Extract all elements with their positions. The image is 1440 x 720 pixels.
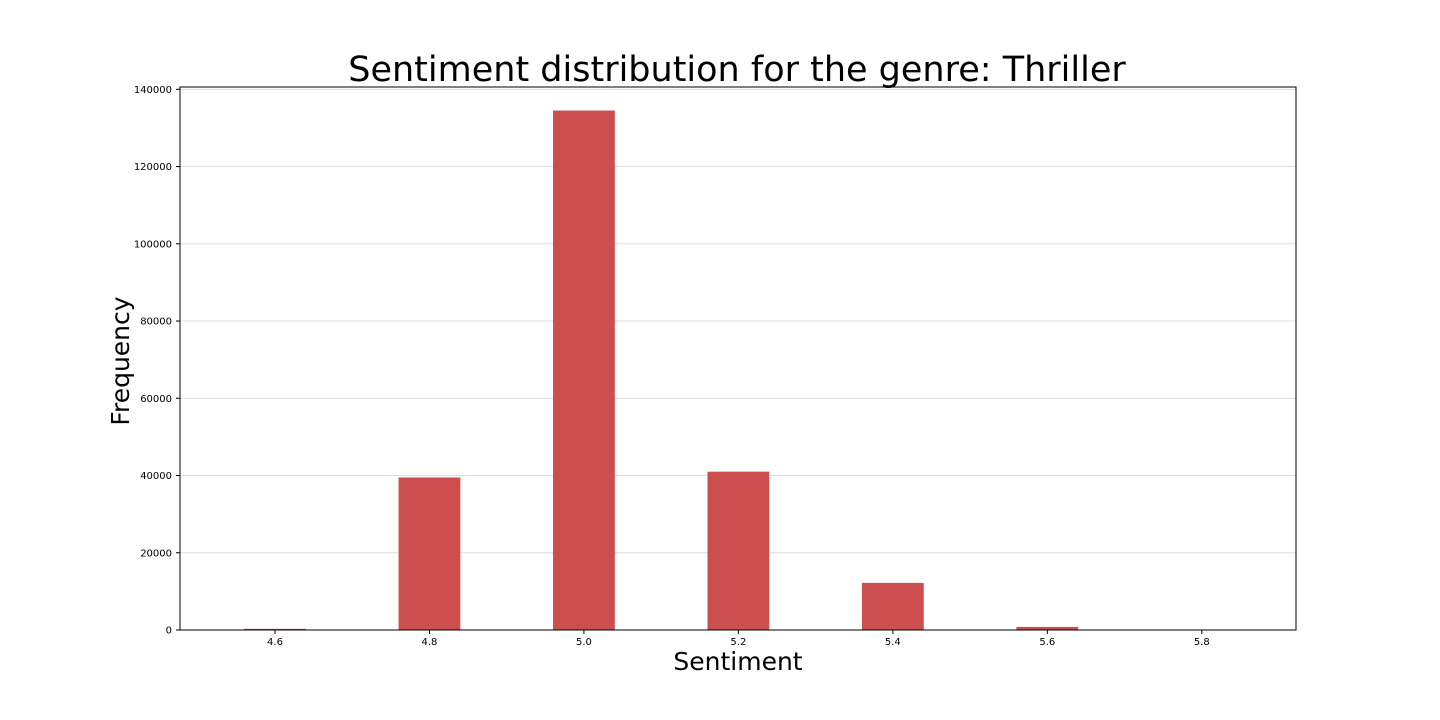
y-tick-label: 20000 (140, 548, 172, 559)
y-tick-label: 0 (166, 626, 172, 637)
bar (1016, 626, 1079, 630)
bar (553, 110, 615, 630)
bar (707, 471, 770, 630)
bar (861, 582, 924, 630)
y-tick-label: 100000 (134, 239, 172, 250)
x-tick-label: 5.0 (576, 637, 592, 648)
bar (244, 628, 306, 630)
y-tick-label: 140000 (134, 85, 172, 96)
x-tick-label: 4.8 (422, 637, 438, 648)
x-tick-label: 5.2 (730, 637, 746, 648)
x-axis: 4.6 4.8 5.0 5.2 5.4 5.6 5.8 (267, 630, 1210, 648)
y-axis: 0 20000 40000 60000 80000 100000 120000 140000 (134, 85, 180, 637)
x-tick-label: 5.6 (1039, 637, 1055, 648)
y-tick-label: 80000 (140, 317, 172, 328)
x-tick-label: 4.6 (267, 637, 283, 648)
bar (398, 477, 461, 630)
y-tick-label: 120000 (134, 162, 172, 173)
chart-title: Sentiment distribution for the genre: Th… (348, 50, 1126, 90)
y-axis-label: Frequency (106, 296, 135, 425)
y-tick-label: 60000 (140, 394, 172, 405)
y-tick-label: 40000 (140, 471, 172, 482)
grid-lines (180, 88, 1296, 554)
x-tick-label: 5.8 (1194, 637, 1210, 648)
x-axis-label: Sentiment (673, 647, 802, 676)
bars (244, 110, 1079, 630)
x-tick-label: 5.4 (885, 637, 901, 648)
